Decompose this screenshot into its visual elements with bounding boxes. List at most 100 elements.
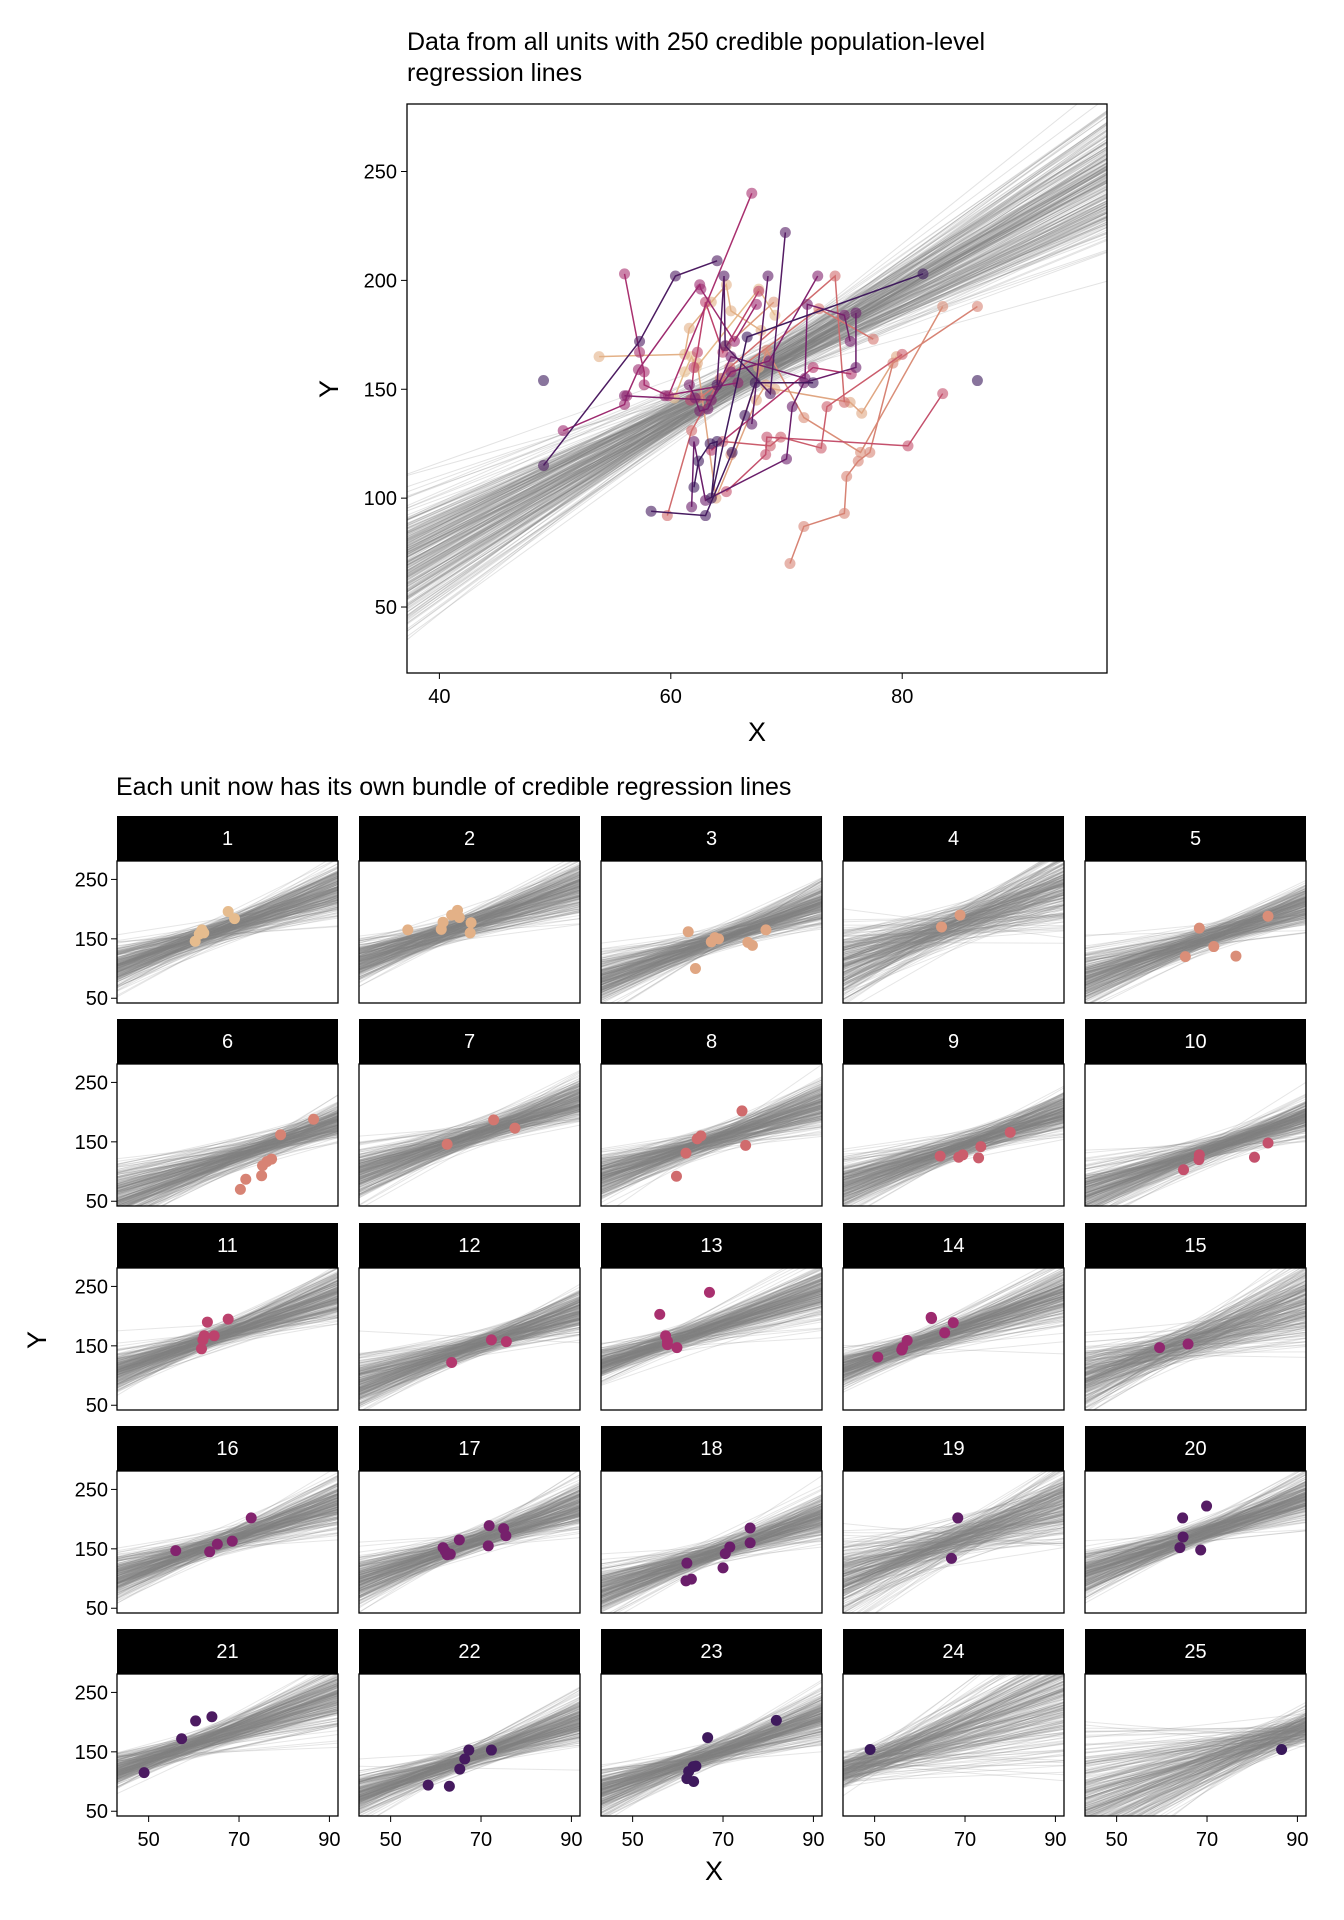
unit-regression-line <box>601 1511 822 1571</box>
unit-regression-line <box>359 1315 580 1396</box>
unit-regression-line <box>146 1104 338 1206</box>
unit-regression-line <box>843 897 1064 965</box>
unit-regression-line <box>117 895 338 966</box>
unit-regression-line <box>1085 1110 1306 1188</box>
facet-point <box>222 906 234 918</box>
unit-regression-line <box>843 885 1064 986</box>
unit-regression-line <box>359 1101 580 1175</box>
unit-regression-line <box>601 1077 822 1194</box>
unit-regression-line <box>359 1078 580 1176</box>
unit-regression-line <box>359 1487 580 1597</box>
unit-regression-line <box>117 1125 338 1179</box>
unit-regression-line <box>601 1112 822 1167</box>
unit-regression-line <box>1085 1284 1306 1374</box>
unit-regression-line <box>601 1106 822 1180</box>
unit-regression-line <box>601 1108 822 1181</box>
unit-regression-line <box>1085 1299 1306 1391</box>
unit-regression-line <box>117 901 338 962</box>
unit-regression-line <box>117 1115 338 1195</box>
unit-regression-line <box>117 1483 338 1589</box>
unit-regression-line <box>601 1113 822 1177</box>
unit-regression-line <box>601 1102 822 1187</box>
unit-regression-line <box>601 1293 822 1357</box>
unit-regression-line <box>117 897 338 960</box>
unit-regression-line <box>117 874 338 980</box>
unit-regression-line <box>359 1300 580 1398</box>
unit-regression-line <box>601 1523 822 1580</box>
unit-regression-line <box>843 1116 1064 1169</box>
unit-regression-line <box>1085 1317 1306 1386</box>
unit-regression-line <box>843 926 1064 943</box>
unit-regression-line <box>359 1077 580 1191</box>
unit-regression-line <box>359 1094 580 1195</box>
unit-regression-line <box>843 917 1064 967</box>
unit-regression-line <box>1085 914 1306 975</box>
unit-regression-line <box>117 889 338 981</box>
unit-regression-line <box>117 1125 338 1190</box>
unit-regression-line <box>601 1106 822 1165</box>
unit-16-point <box>812 270 824 282</box>
unit-regression-line <box>601 905 822 995</box>
unit-regression-line <box>843 1132 1064 1161</box>
unit-regression-line <box>843 1110 1064 1175</box>
unit-regression-line <box>601 1289 822 1358</box>
unit-regression-line <box>843 1300 1064 1376</box>
unit-regression-line <box>117 1508 338 1566</box>
unit-regression-line <box>843 904 1064 943</box>
unit-regression-line <box>843 861 1061 969</box>
unit-18-point <box>850 361 862 373</box>
unit-regression-line <box>843 888 1064 974</box>
unit-regression-line <box>1085 1297 1306 1390</box>
unit-regression-line <box>359 1326 580 1376</box>
unit-regression-line <box>1085 1116 1306 1185</box>
unit-regression-line <box>359 1299 580 1399</box>
unit-regression-line <box>359 1512 580 1583</box>
unit-regression-line <box>359 1312 580 1383</box>
unit-regression-line <box>359 1106 580 1167</box>
unit-regression-line <box>601 1088 822 1176</box>
unit-regression-line <box>117 1506 338 1560</box>
population-regression-line <box>407 204 1107 520</box>
unit-regression-line <box>122 1122 338 1206</box>
unit-regression-line <box>117 1125 338 1199</box>
unit-regression-line <box>843 914 1064 965</box>
unit-regression-line <box>843 914 1064 923</box>
unit-regression-line <box>359 1091 580 1179</box>
unit-regression-line <box>359 1329 580 1364</box>
unit-regression-line <box>843 1103 1064 1192</box>
unit-regression-line <box>601 900 822 999</box>
unit-regression-line <box>117 1314 338 1351</box>
unit-regression-line <box>601 1108 822 1175</box>
unit-regression-line <box>359 1084 580 1192</box>
unit-regression-line <box>843 1126 1064 1175</box>
unit-regression-line <box>601 1504 822 1607</box>
unit-regression-line <box>601 1513 822 1567</box>
unit-regression-line <box>601 1268 796 1366</box>
population-regression-line <box>407 211 1107 509</box>
unit-regression-line <box>601 1108 822 1170</box>
unit-regression-line <box>843 907 1064 936</box>
unit-regression-line <box>601 1085 822 1171</box>
unit-regression-line <box>117 1284 338 1374</box>
unit-regression-line <box>117 1126 338 1186</box>
unit-regression-line <box>601 1509 822 1605</box>
unit-regression-line <box>359 1111 580 1177</box>
unit-regression-line <box>117 870 338 973</box>
unit-13-point <box>619 268 631 280</box>
unit-regression-line <box>843 1115 1064 1168</box>
unit-regression-line <box>601 1525 822 1581</box>
unit-regression-line <box>117 1491 338 1580</box>
unit-regression-line <box>117 1111 338 1206</box>
unit-1-point <box>769 309 781 321</box>
unit-regression-line <box>1085 1108 1306 1190</box>
unit-regression-line <box>601 1293 822 1361</box>
unit-regression-line <box>117 877 338 987</box>
unit-regression-line <box>117 1510 338 1579</box>
unit-regression-line <box>359 1110 580 1166</box>
unit-regression-line <box>117 1511 338 1583</box>
unit-regression-line <box>117 1119 338 1202</box>
facet-point <box>934 1150 946 1162</box>
unit-regression-line <box>601 1102 822 1185</box>
unit-regression-line <box>843 1116 1064 1203</box>
unit-regression-line <box>117 1277 338 1384</box>
